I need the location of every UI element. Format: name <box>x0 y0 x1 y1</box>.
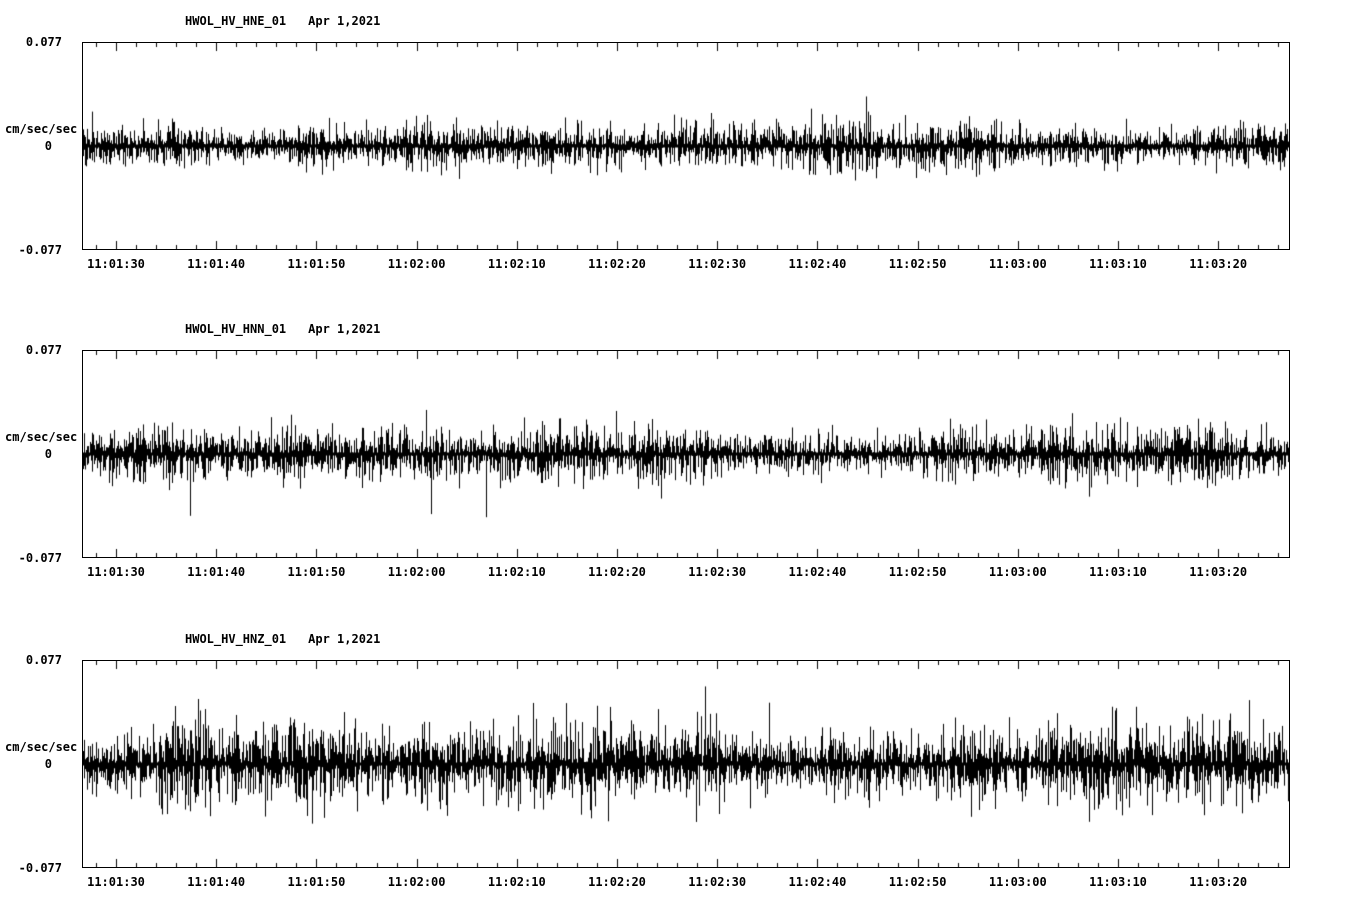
plot-frame <box>82 660 1290 868</box>
seismogram-panel-hnn: HWOL_HV_HNN_01 Apr 1,2021 0.077 cm/sec/s… <box>0 322 1358 614</box>
plot-frame <box>82 42 1290 250</box>
x-tick-label: 11:03:10 <box>1089 257 1147 271</box>
y-axis-units-label: cm/sec/sec <box>5 740 78 754</box>
x-tick-label: 11:02:30 <box>688 565 747 579</box>
y-axis-max-label: 0.077 <box>25 343 62 357</box>
x-tick-label: 11:03:20 <box>1189 565 1248 579</box>
waveform-trace-canvas <box>83 661 1289 867</box>
panel-title-row: HWOL_HV_HNN_01 Apr 1,2021 <box>185 322 380 336</box>
y-axis-zero-label: 0 <box>44 757 52 771</box>
panel-title-row: HWOL_HV_HNZ_01 Apr 1,2021 <box>185 632 380 646</box>
x-tick-label: 11:01:40 <box>187 875 246 889</box>
x-tick-label: 11:02:50 <box>888 257 947 271</box>
seismogram-panel-hne: HWOL_HV_HNE_01 Apr 1,2021 0.077 cm/sec/s… <box>0 14 1358 306</box>
y-axis-max-label: 0.077 <box>25 35 62 49</box>
trace-date: Apr 1,2021 <box>308 14 381 28</box>
x-tick-label: 11:01:40 <box>187 565 246 579</box>
x-tick-label: 11:02:50 <box>888 565 947 579</box>
x-tick-label: 11:03:00 <box>988 257 1047 271</box>
trace-title: HWOL_HV_HNN_01 <box>185 322 287 336</box>
trace-date: Apr 1,2021 <box>308 322 381 336</box>
x-tick-label: 11:03:20 <box>1189 875 1248 889</box>
x-axis-labels: 11:01:30 11:01:40 11:01:50 11:02:00 11:02:10… <box>0 875 1358 891</box>
x-tick-label: 11:01:40 <box>187 257 246 271</box>
y-axis-zero-label: 0 <box>44 447 52 461</box>
x-tick-label: 11:01:50 <box>287 257 346 271</box>
x-tick-label: 11:02:30 <box>688 875 747 889</box>
x-tick-label: 11:02:20 <box>588 565 646 579</box>
x-tick-label: 11:02:10 <box>487 875 546 889</box>
x-tick-label: 11:02:00 <box>387 875 446 889</box>
panel-title-row: HWOL_HV_HNE_01 Apr 1,2021 <box>185 14 380 28</box>
waveform-trace-canvas <box>83 43 1289 249</box>
waveform-trace-canvas <box>83 351 1289 557</box>
y-axis-units-label: cm/sec/sec <box>5 430 78 444</box>
x-tick-label: 11:01:30 <box>87 875 145 889</box>
x-tick-label: 11:02:10 <box>487 565 546 579</box>
x-tick-label: 11:01:50 <box>287 565 346 579</box>
y-axis-min-label: -0.077 <box>18 551 62 565</box>
x-tick-label: 11:01:30 <box>87 257 145 271</box>
x-tick-label: 11:03:10 <box>1089 875 1147 889</box>
x-tick-label: 11:02:10 <box>487 257 546 271</box>
seismogram-panel-hnz: HWOL_HV_HNZ_01 Apr 1,2021 0.077 cm/sec/s… <box>0 632 1358 924</box>
x-tick-label: 11:02:20 <box>588 875 646 889</box>
x-axis-labels: 11:01:30 11:01:40 11:01:50 11:02:00 11:02:10… <box>0 257 1358 273</box>
x-tick-label: 11:02:40 <box>788 257 847 271</box>
x-axis-labels: 11:01:30 11:01:40 11:01:50 11:02:00 11:02:10… <box>0 565 1358 581</box>
y-axis-min-label: -0.077 <box>18 861 62 875</box>
plot-frame <box>82 350 1290 558</box>
y-axis-min-label: -0.077 <box>18 243 62 257</box>
x-tick-label: 11:02:30 <box>688 257 747 271</box>
x-tick-label: 11:01:50 <box>287 875 346 889</box>
trace-date: Apr 1,2021 <box>308 632 381 646</box>
x-tick-label: 11:02:50 <box>888 875 947 889</box>
y-axis-max-label: 0.077 <box>25 653 62 667</box>
y-axis-zero-label: 0 <box>44 139 52 153</box>
x-tick-label: 11:01:30 <box>87 565 145 579</box>
y-axis-units-label: cm/sec/sec <box>5 122 78 136</box>
x-tick-label: 11:03:00 <box>988 565 1047 579</box>
x-tick-label: 11:03:00 <box>988 875 1047 889</box>
x-tick-label: 11:02:00 <box>387 565 446 579</box>
x-tick-label: 11:02:00 <box>387 257 446 271</box>
trace-title: HWOL_HV_HNE_01 <box>185 14 287 28</box>
x-tick-label: 11:03:20 <box>1189 257 1248 271</box>
x-tick-label: 11:02:20 <box>588 257 646 271</box>
x-tick-label: 11:02:40 <box>788 565 847 579</box>
x-tick-label: 11:03:10 <box>1089 565 1147 579</box>
trace-title: HWOL_HV_HNZ_01 <box>185 632 287 646</box>
x-tick-label: 11:02:40 <box>788 875 847 889</box>
